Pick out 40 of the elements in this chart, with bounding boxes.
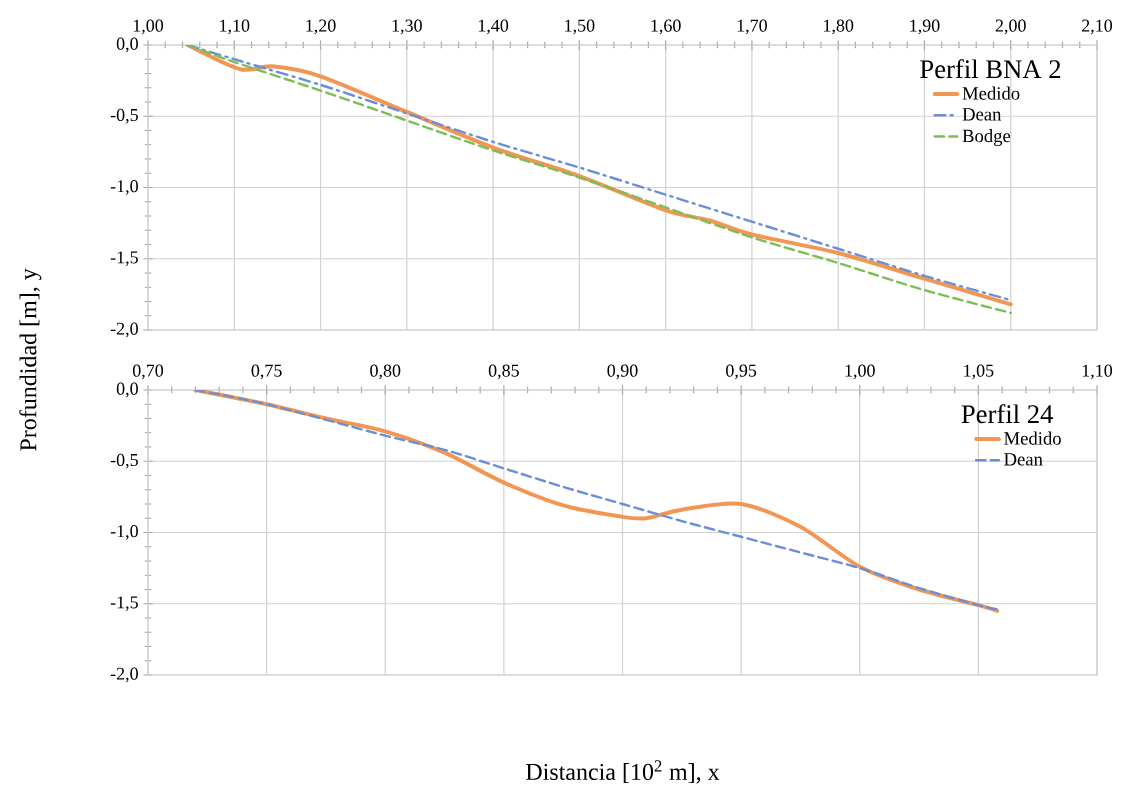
x-tick-label: 1,00 [845, 364, 875, 380]
x-tick-label: 1,50 [565, 19, 595, 35]
x-tick-label: 0,90 [607, 364, 638, 380]
x-tick-label: 0,80 [370, 364, 401, 380]
x-axis-title: Distancia [10$^{2}$ m], x [526, 760, 720, 784]
y-tick-label: 0,0 [116, 382, 138, 398]
x-tick-label: 1,30 [392, 19, 422, 35]
x-tick-label: 1,20 [306, 19, 336, 35]
y-tick-label: -2,0 [110, 667, 138, 683]
x-tick-label: 1,60 [651, 19, 681, 35]
x-tick-label: 0,85 [488, 364, 519, 380]
x-tick-label: 1,05 [964, 364, 994, 380]
y-tick-label: -0,5 [110, 108, 138, 124]
y-tick-label: -1,5 [110, 596, 138, 612]
x-tick-label: 0,95 [726, 364, 757, 380]
x-tick-label: 1,10 [220, 19, 250, 35]
y-tick-label: -1,0 [110, 180, 138, 195]
x-tick-label: 2,00 [995, 19, 1026, 35]
x-tick-label: 0,75 [251, 364, 282, 380]
x-tick-label: 1,10 [1082, 364, 1113, 380]
legend-title: Perfil BNA 2 [920, 59, 1061, 79]
legend-label: Medido [962, 86, 1020, 100]
legend-label: Dean [1004, 453, 1043, 466]
legend-title: Perfil 24 [961, 404, 1054, 424]
x-tick-label: 0,70 [132, 364, 164, 380]
legend-label: Dean [962, 108, 1002, 121]
x-tick-label: 1,70 [737, 19, 767, 35]
x-tick-label: 1,40 [478, 19, 509, 35]
x-tick-label: 1,90 [910, 19, 940, 35]
x-tick-label: 1,00 [133, 19, 164, 35]
legend-label: Bodge [962, 129, 1011, 147]
x-tick-label: 1,80 [824, 19, 854, 35]
y-tick-label: 0,0 [116, 37, 138, 53]
y-tick-label: -2,0 [110, 322, 138, 338]
y-tick-label: -1,5 [110, 251, 138, 267]
legend-label: Medido [1004, 431, 1061, 445]
y-tick-label: -0,5 [110, 453, 138, 469]
y-axis-title: Profundidad [m], y [19, 268, 42, 451]
x-tick-label: 2,10 [1082, 19, 1113, 35]
y-tick-label: -1,0 [110, 525, 138, 540]
